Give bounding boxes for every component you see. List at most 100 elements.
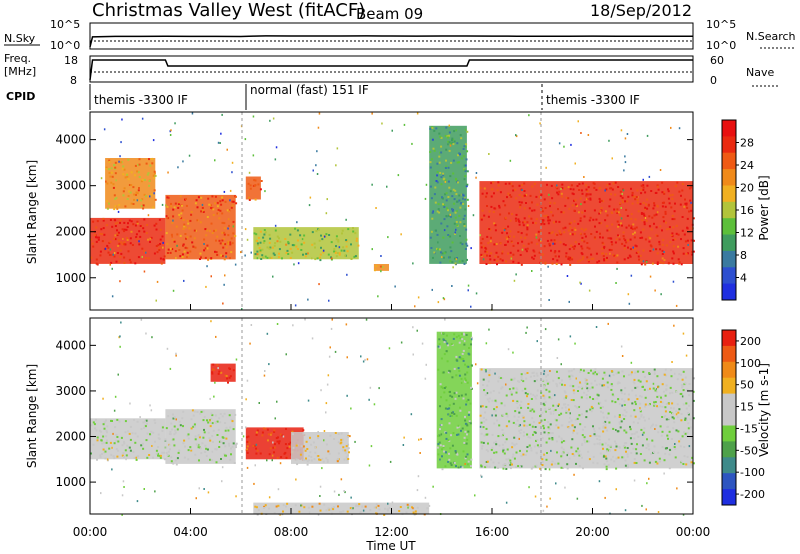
data-cell xyxy=(590,257,593,260)
data-cell xyxy=(118,336,120,339)
data-cell xyxy=(438,441,441,444)
data-cell xyxy=(524,387,527,390)
data-cell xyxy=(508,388,511,391)
data-cell xyxy=(543,427,545,430)
data-cell xyxy=(246,448,248,451)
data-cell xyxy=(624,509,627,512)
data-cell xyxy=(513,436,516,439)
colorbar-cell xyxy=(722,393,736,410)
data-cell xyxy=(598,197,601,200)
data-cell xyxy=(534,426,537,428)
data-cell xyxy=(482,378,485,381)
data-cell xyxy=(136,222,139,225)
data-cell xyxy=(601,247,604,250)
data-cell xyxy=(515,213,518,216)
data-cell xyxy=(222,246,225,249)
data-cell xyxy=(508,182,511,185)
data-cell xyxy=(207,197,210,200)
data-cell xyxy=(130,220,133,223)
data-cell xyxy=(492,390,495,392)
data-cell xyxy=(554,462,557,465)
data-cell xyxy=(260,180,263,182)
data-cell xyxy=(674,185,677,187)
data-cell xyxy=(194,453,197,456)
data-cell xyxy=(551,197,554,200)
data-cell xyxy=(322,249,325,252)
data-cell xyxy=(92,443,95,446)
data-cell xyxy=(682,332,685,335)
data-cell xyxy=(270,256,273,259)
data-cell xyxy=(550,463,553,466)
data-cell xyxy=(513,444,516,447)
data-cell xyxy=(90,238,92,241)
data-cell xyxy=(611,243,614,246)
data-cell xyxy=(203,249,206,252)
data-cell xyxy=(559,241,562,244)
data-cell xyxy=(261,254,264,257)
data-cell xyxy=(247,435,250,438)
data-cell xyxy=(680,194,682,197)
data-cell xyxy=(654,403,657,406)
data-cell xyxy=(505,425,508,428)
data-cell xyxy=(517,423,520,426)
data-cell xyxy=(188,154,191,157)
data-cell xyxy=(630,274,633,277)
data-cell xyxy=(553,221,555,224)
data-cell xyxy=(453,461,456,464)
data-cell xyxy=(548,244,551,247)
data-cell xyxy=(224,437,227,440)
data-region xyxy=(90,418,166,460)
data-cell xyxy=(293,244,296,247)
data-cell xyxy=(153,177,156,179)
data-cell xyxy=(433,251,436,254)
data-cell xyxy=(318,283,320,286)
data-cell xyxy=(688,404,690,407)
data-cell xyxy=(137,189,140,192)
data-cell xyxy=(599,222,602,225)
data-cell xyxy=(225,426,228,429)
power-ylabel: Slant Range [km] xyxy=(25,160,39,264)
data-cell xyxy=(594,371,597,374)
data-cell xyxy=(580,252,583,255)
data-cell xyxy=(541,458,544,461)
data-cell xyxy=(154,174,157,177)
data-cell xyxy=(568,426,571,429)
data-cell xyxy=(145,251,147,254)
data-cell xyxy=(561,379,563,382)
data-cell xyxy=(98,429,101,432)
data-cell xyxy=(300,445,303,448)
data-cell xyxy=(488,400,490,403)
data-cell xyxy=(618,403,621,406)
data-cell xyxy=(447,234,450,236)
data-cell xyxy=(442,446,445,449)
data-cell xyxy=(656,461,659,464)
data-cell xyxy=(602,247,605,250)
data-region xyxy=(253,502,430,514)
data-cell xyxy=(451,137,454,140)
data-cell xyxy=(336,252,339,255)
data-cell xyxy=(438,346,441,349)
data-cell xyxy=(250,251,252,254)
data-cell xyxy=(561,183,564,186)
data-cell xyxy=(421,342,424,345)
data-cell xyxy=(661,201,664,204)
data-cell xyxy=(173,206,176,209)
data-cell xyxy=(284,238,287,240)
data-cell xyxy=(583,215,586,218)
data-cell xyxy=(187,449,190,452)
data-cell xyxy=(502,413,505,416)
data-cell xyxy=(621,456,624,459)
data-cell xyxy=(155,452,158,455)
data-cell xyxy=(523,217,526,220)
data-cell xyxy=(486,251,488,253)
data-cell xyxy=(602,455,605,458)
data-cell xyxy=(455,414,458,417)
data-cell xyxy=(113,252,116,254)
data-cell xyxy=(209,425,212,428)
data-cell xyxy=(661,405,664,408)
data-cell xyxy=(365,318,368,321)
data-cell xyxy=(273,443,276,446)
data-cell xyxy=(569,256,572,259)
data-cell xyxy=(215,448,218,451)
data-cell xyxy=(340,432,343,435)
